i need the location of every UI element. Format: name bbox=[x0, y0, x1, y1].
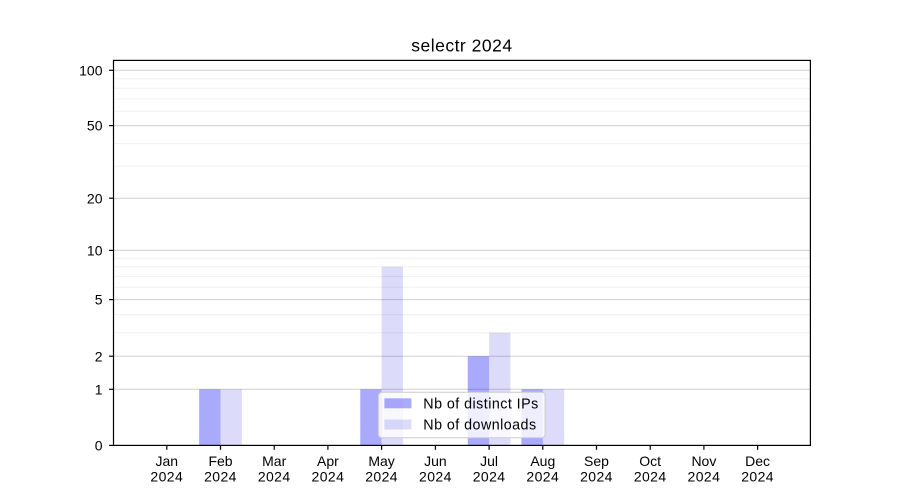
svg-text:2024: 2024 bbox=[580, 469, 613, 485]
svg-text:Apr: Apr bbox=[317, 453, 339, 469]
svg-text:2024: 2024 bbox=[688, 469, 721, 485]
svg-text:10: 10 bbox=[87, 243, 103, 259]
svg-text:Nb of downloads: Nb of downloads bbox=[423, 417, 536, 433]
svg-text:0: 0 bbox=[95, 438, 103, 454]
svg-text:2024: 2024 bbox=[526, 469, 559, 485]
svg-text:Jan: Jan bbox=[156, 453, 179, 469]
svg-text:Jun: Jun bbox=[424, 453, 447, 469]
svg-text:Nb of distinct IPs: Nb of distinct IPs bbox=[423, 397, 538, 413]
svg-text:5: 5 bbox=[95, 292, 103, 308]
svg-text:selectr 2024: selectr 2024 bbox=[411, 36, 512, 56]
svg-text:1: 1 bbox=[95, 381, 103, 397]
svg-text:Aug: Aug bbox=[530, 453, 555, 469]
svg-text:Jul: Jul bbox=[480, 453, 498, 469]
svg-text:2024: 2024 bbox=[258, 469, 291, 485]
svg-text:2024: 2024 bbox=[150, 469, 183, 485]
svg-text:2024: 2024 bbox=[741, 469, 774, 485]
svg-text:2: 2 bbox=[95, 348, 103, 364]
svg-text:2024: 2024 bbox=[204, 469, 237, 485]
svg-text:Mar: Mar bbox=[262, 453, 286, 469]
svg-text:50: 50 bbox=[87, 118, 103, 134]
svg-text:2024: 2024 bbox=[312, 469, 345, 485]
svg-text:May: May bbox=[368, 453, 394, 469]
svg-text:Sep: Sep bbox=[584, 453, 609, 469]
svg-text:2024: 2024 bbox=[365, 469, 398, 485]
svg-text:Dec: Dec bbox=[745, 453, 770, 469]
svg-text:2024: 2024 bbox=[419, 469, 452, 485]
svg-text:20: 20 bbox=[87, 190, 103, 206]
svg-text:2024: 2024 bbox=[473, 469, 506, 485]
svg-text:Oct: Oct bbox=[639, 453, 661, 469]
svg-text:2024: 2024 bbox=[634, 469, 667, 485]
svg-text:Feb: Feb bbox=[208, 453, 232, 469]
svg-text:100: 100 bbox=[79, 62, 103, 78]
svg-text:Nov: Nov bbox=[691, 453, 716, 469]
